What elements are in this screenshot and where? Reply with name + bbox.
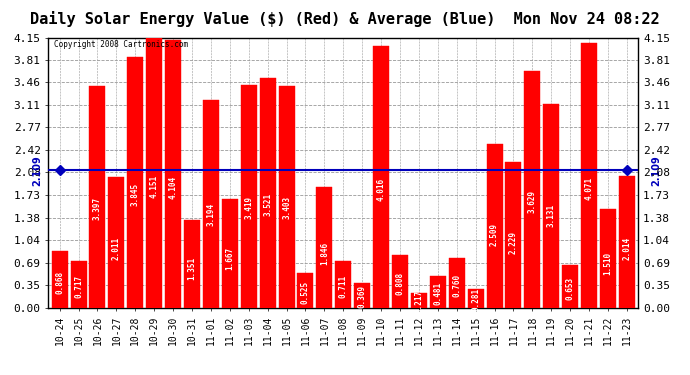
Bar xyxy=(90,87,106,308)
Text: 2.014: 2.014 xyxy=(622,237,631,260)
Text: Daily Solar Energy Value ($) (Red) & Average (Blue)  Mon Nov 24 08:22: Daily Solar Energy Value ($) (Red) & Ave… xyxy=(30,11,660,27)
Bar xyxy=(279,86,295,308)
Text: Copyright 2008 Cartronics.com: Copyright 2008 Cartronics.com xyxy=(55,40,188,49)
Bar xyxy=(505,162,522,308)
Text: 2.109: 2.109 xyxy=(32,155,42,186)
Bar xyxy=(259,78,276,308)
Text: 3.845: 3.845 xyxy=(131,183,140,207)
Bar xyxy=(52,251,68,308)
Text: 1.846: 1.846 xyxy=(320,242,329,265)
Text: 0.711: 0.711 xyxy=(339,275,348,298)
Text: 3.629: 3.629 xyxy=(528,190,537,213)
Bar xyxy=(146,38,162,308)
Bar xyxy=(165,40,181,308)
Bar xyxy=(127,57,144,308)
Bar xyxy=(335,261,351,308)
Bar xyxy=(354,284,371,308)
Text: 0.868: 0.868 xyxy=(55,270,64,294)
Text: 3.131: 3.131 xyxy=(546,204,555,227)
Bar xyxy=(241,85,257,308)
Text: 3.521: 3.521 xyxy=(263,193,272,216)
Bar xyxy=(108,177,124,308)
Text: 0.808: 0.808 xyxy=(395,272,404,296)
Bar xyxy=(392,255,408,308)
Text: 0.760: 0.760 xyxy=(452,274,461,297)
Text: 4.104: 4.104 xyxy=(168,176,177,199)
Text: 1.510: 1.510 xyxy=(604,252,613,275)
Text: 2.109: 2.109 xyxy=(651,155,662,186)
Text: 0.717: 0.717 xyxy=(74,275,83,298)
Bar xyxy=(373,46,389,308)
Text: 0.481: 0.481 xyxy=(433,282,442,305)
Bar xyxy=(543,104,560,308)
Bar xyxy=(562,265,578,308)
Text: 0.217: 0.217 xyxy=(415,290,424,313)
Text: 3.403: 3.403 xyxy=(282,196,291,219)
Bar xyxy=(316,188,333,308)
Text: 4.016: 4.016 xyxy=(377,178,386,201)
Text: 3.419: 3.419 xyxy=(244,196,253,219)
Text: 3.194: 3.194 xyxy=(206,202,215,225)
Text: 3.397: 3.397 xyxy=(93,196,102,220)
Bar xyxy=(297,273,313,308)
Bar xyxy=(486,144,502,308)
Text: 4.071: 4.071 xyxy=(584,177,593,200)
Text: 2.229: 2.229 xyxy=(509,231,518,254)
Bar xyxy=(448,258,465,308)
Bar xyxy=(184,220,200,308)
Bar xyxy=(581,43,597,308)
Text: 0.653: 0.653 xyxy=(566,277,575,300)
Text: 2.011: 2.011 xyxy=(112,237,121,260)
Bar xyxy=(468,289,484,308)
Bar xyxy=(619,177,635,308)
Text: 2.509: 2.509 xyxy=(490,222,499,246)
Bar xyxy=(430,276,446,308)
Bar xyxy=(524,71,540,308)
Text: 0.525: 0.525 xyxy=(301,280,310,304)
Bar xyxy=(600,209,616,308)
Bar xyxy=(70,261,86,308)
Text: 4.151: 4.151 xyxy=(150,174,159,198)
Text: 0.369: 0.369 xyxy=(357,285,366,308)
Text: 1.667: 1.667 xyxy=(226,247,235,270)
Bar xyxy=(411,293,427,308)
Text: 1.351: 1.351 xyxy=(188,256,197,279)
Text: 0.281: 0.281 xyxy=(471,288,480,311)
Bar xyxy=(203,100,219,308)
Bar xyxy=(221,199,238,308)
